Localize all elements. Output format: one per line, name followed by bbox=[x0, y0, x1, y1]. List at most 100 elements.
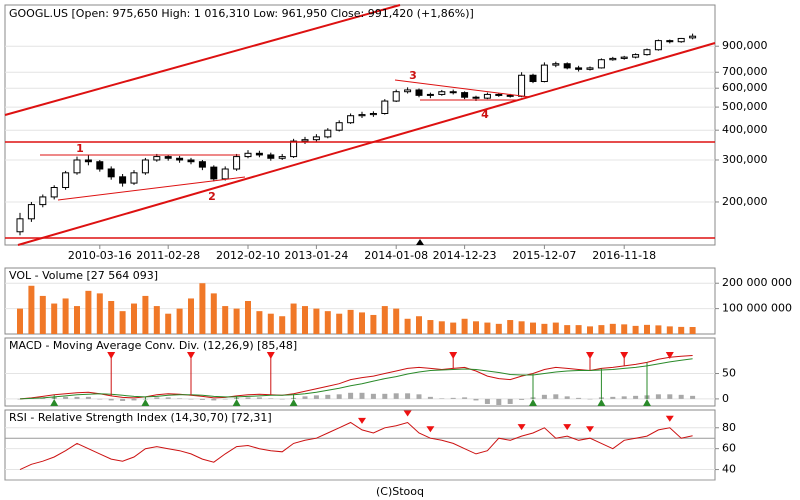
x-tick-label: 2016-11-18 bbox=[592, 249, 656, 262]
marker bbox=[416, 239, 424, 245]
volume-bar bbox=[552, 322, 559, 334]
candle-body bbox=[119, 176, 127, 184]
histogram-bar bbox=[108, 398, 114, 401]
buy-signal bbox=[643, 399, 651, 406]
histogram-bar bbox=[165, 397, 171, 399]
volume-bar bbox=[393, 308, 400, 334]
histogram-bar bbox=[462, 397, 468, 399]
y-tick-label: 60 bbox=[722, 442, 736, 455]
candle-body bbox=[73, 159, 81, 174]
volume-bar bbox=[541, 323, 548, 334]
trend-line bbox=[4, 4, 401, 116]
histogram-bar bbox=[655, 394, 661, 399]
buy-signal bbox=[289, 399, 298, 406]
volume-bar bbox=[28, 285, 35, 334]
y-tick-label: 40 bbox=[722, 463, 736, 476]
candle-body bbox=[392, 91, 400, 102]
volume-bar bbox=[666, 326, 673, 334]
candle-body bbox=[141, 159, 149, 174]
y-tick-label: 200,000 bbox=[722, 195, 768, 208]
y-tick-label: 100 000 000 bbox=[722, 302, 792, 315]
candle-body bbox=[267, 154, 275, 159]
volume-bar bbox=[609, 323, 616, 334]
candle-body bbox=[609, 57, 617, 61]
candle-body bbox=[50, 186, 58, 198]
volume-bar bbox=[302, 306, 308, 334]
annotation: 3 bbox=[409, 69, 417, 82]
trend-lines bbox=[4, 4, 716, 246]
sell-signal bbox=[449, 352, 458, 359]
y-tick-label: 900,000 bbox=[722, 39, 768, 52]
sell-signal bbox=[665, 415, 674, 422]
candle-body bbox=[677, 37, 685, 43]
histogram-bar bbox=[484, 398, 490, 404]
histogram-bar bbox=[302, 396, 308, 399]
histogram-bar bbox=[370, 393, 376, 399]
candle-body bbox=[632, 54, 640, 58]
candle-body bbox=[404, 89, 412, 93]
candle-body bbox=[689, 35, 697, 39]
candle-body bbox=[210, 166, 218, 180]
y-tick-label: 500,000 bbox=[722, 100, 768, 113]
main-title: GOOGL.US [Open: 975,650 High: 1 016,310 … bbox=[9, 7, 474, 20]
histogram-bar bbox=[17, 398, 23, 400]
histogram-bar bbox=[405, 393, 411, 399]
histogram-bar bbox=[553, 394, 559, 399]
buy-signal bbox=[50, 399, 59, 406]
candle-body bbox=[506, 94, 514, 97]
candle-body bbox=[39, 196, 47, 206]
volume-bar bbox=[644, 324, 650, 334]
plot-layer: 200,000 300,000 400,000 500,000 600,000 700,0… bbox=[5, 33, 792, 481]
sell-signal bbox=[187, 352, 195, 359]
y-tick-label: 300,000 bbox=[722, 153, 768, 166]
macd-line bbox=[19, 355, 693, 400]
sell-signal bbox=[358, 417, 366, 424]
main-panel bbox=[4, 4, 716, 246]
candle-body bbox=[529, 74, 537, 83]
buy-signal bbox=[597, 399, 606, 406]
candle-body bbox=[301, 139, 309, 142]
volume-bar bbox=[324, 311, 331, 334]
candle-body bbox=[597, 59, 605, 69]
y-tick-label: 400,000 bbox=[722, 123, 768, 136]
candle-body bbox=[518, 74, 526, 97]
histogram-bar bbox=[120, 398, 126, 401]
annotation: 4 bbox=[481, 108, 489, 121]
candle-body bbox=[324, 129, 332, 138]
footer: (C)Stooq bbox=[376, 485, 424, 498]
volume-bar bbox=[655, 325, 662, 334]
histogram-bar bbox=[256, 397, 262, 399]
candle-body bbox=[347, 115, 355, 124]
volume-bar bbox=[530, 322, 536, 334]
volume-bar bbox=[518, 321, 525, 334]
x-tick-label: 2012-02-10 bbox=[216, 249, 280, 262]
histogram-bar bbox=[359, 392, 365, 399]
trend-line bbox=[394, 79, 531, 98]
histogram-bar bbox=[131, 398, 137, 401]
volume-bar bbox=[575, 325, 582, 334]
buy-signal bbox=[232, 399, 241, 406]
sell-signal bbox=[563, 424, 572, 431]
candle-body bbox=[221, 168, 229, 180]
volume-bar bbox=[85, 290, 92, 334]
volume-bar bbox=[131, 303, 137, 334]
volume-bar bbox=[62, 298, 69, 334]
candle-body bbox=[426, 93, 434, 96]
histogram-bar bbox=[279, 398, 285, 400]
volume-bar bbox=[176, 308, 183, 334]
volume-bar bbox=[587, 326, 593, 334]
volume-bar bbox=[678, 326, 685, 334]
volume-bar bbox=[598, 325, 605, 334]
volume-bar bbox=[210, 293, 217, 334]
volume-bar bbox=[473, 321, 479, 334]
sell-signal bbox=[665, 352, 674, 359]
histogram-bar bbox=[507, 398, 513, 404]
volume-bar bbox=[256, 311, 263, 334]
volume-bar bbox=[51, 303, 58, 334]
volume-bar bbox=[290, 303, 297, 334]
candle-body bbox=[540, 64, 548, 83]
volume-bar bbox=[267, 313, 274, 334]
volume-bar bbox=[438, 321, 445, 334]
candle-body bbox=[16, 218, 24, 233]
